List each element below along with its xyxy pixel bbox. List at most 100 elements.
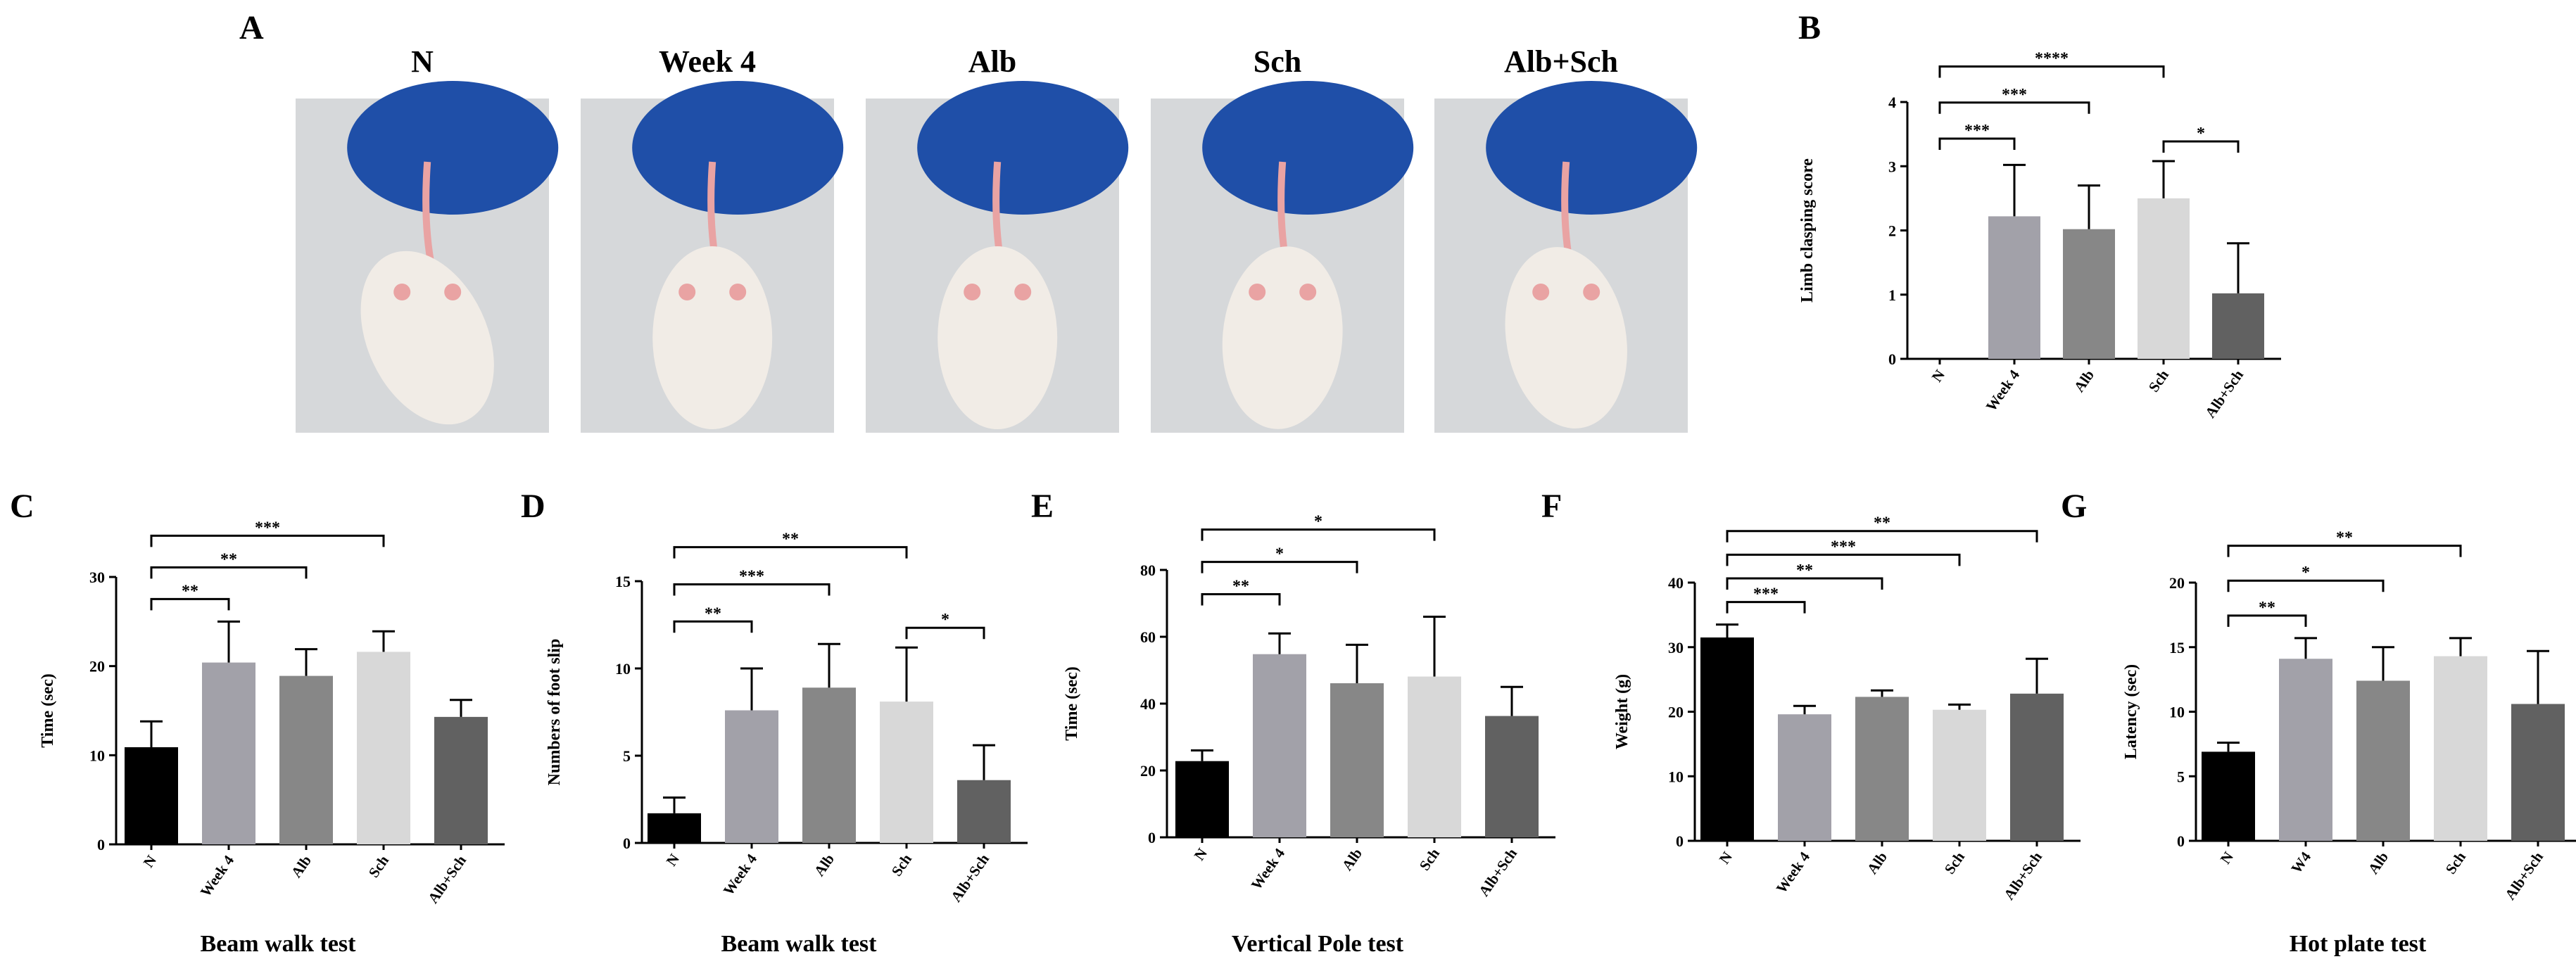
y-axis-label: Time (sec)	[39, 673, 57, 748]
panel-letter: E	[1031, 488, 1054, 525]
x-tick-label: Week 4	[1983, 367, 2023, 414]
x-tick-label: N	[1928, 367, 1948, 385]
bar	[1700, 637, 1754, 841]
x-tick-label: Sch	[2145, 367, 2173, 395]
bar	[1408, 676, 1461, 837]
paw-shape	[964, 284, 981, 300]
bar	[125, 747, 178, 844]
x-tick-label: Alb+Sch	[424, 852, 469, 906]
significance-label: *	[941, 611, 949, 629]
glove-shape	[1486, 81, 1698, 215]
chart-f: F Weight (g) 0 10 20 30 40 N Week 4 Alb Sch Alb+Sch…	[1541, 488, 2081, 903]
bar	[1855, 697, 1909, 841]
bar	[2279, 659, 2332, 841]
significance-label: *	[1314, 513, 1322, 531]
significance-bracket	[1938, 65, 2165, 78]
paw-shape	[678, 284, 696, 300]
x-tick-label: N	[1191, 845, 1211, 863]
mouse-body-shape	[652, 246, 773, 429]
glove-shape	[917, 81, 1129, 215]
photo-4: Alb+Sch	[1434, 44, 1698, 433]
x-tick-label: Sch	[2442, 849, 2470, 877]
x-tick-label: Week 4	[1248, 845, 1289, 893]
significance-bracket	[2162, 140, 2240, 153]
significance-label: **	[782, 531, 799, 549]
photo-label: Sch	[1254, 44, 1301, 79]
bar	[1933, 709, 1986, 841]
bar	[1778, 714, 1831, 841]
chart-c: C Time (sec) 0 10 20 30 N Week 4 Alb Sch Alb+Sch **…	[10, 488, 505, 957]
significance-bracket	[905, 626, 985, 640]
x-tick-label: Alb+Sch	[2000, 849, 2045, 903]
y-tick-label: 20	[89, 658, 105, 675]
significance-label: *	[1275, 545, 1284, 564]
x-tick-label: Alb	[288, 852, 315, 881]
glove-shape	[347, 81, 559, 215]
panel-letter: D	[521, 488, 545, 525]
paw-shape	[1532, 284, 1550, 300]
glove-shape	[632, 81, 844, 215]
x-tick-label: Sch	[365, 852, 393, 881]
bar	[802, 687, 856, 843]
x-tick-label: N	[2217, 849, 2237, 867]
bar	[2511, 704, 2565, 841]
significance-bracket	[1938, 101, 2090, 114]
significance-bracket	[1726, 553, 1961, 566]
significance-label: ***	[1753, 585, 1779, 604]
y-tick-label: 15	[2169, 639, 2185, 656]
chart-title: Hot plate test	[2290, 931, 2427, 957]
bar	[2063, 229, 2115, 359]
y-tick-label: 10	[2169, 704, 2185, 721]
photo-strip: N Week 4 Alb Sch Alb+Sch	[296, 44, 1698, 433]
significance-bracket	[1726, 577, 1883, 590]
bar	[2202, 751, 2255, 841]
x-tick-label: N	[1716, 849, 1736, 867]
paw-shape	[1014, 284, 1032, 300]
y-tick-label: 80	[1140, 561, 1156, 579]
y-tick-label: 15	[615, 573, 631, 590]
x-tick-label: Alb	[2365, 849, 2392, 877]
x-tick-label: Sch	[1941, 849, 1969, 877]
y-tick-label: 60	[1140, 628, 1156, 646]
panel-a: A N Week 4 Alb Sch Alb+Sch	[239, 9, 1698, 433]
significance-label: **	[220, 550, 237, 569]
paw-shape	[1583, 284, 1600, 300]
photo-0: N	[296, 44, 559, 433]
significance-bracket	[673, 620, 753, 633]
bar	[880, 702, 933, 843]
y-axis-label: Latency (sec)	[2122, 664, 2140, 759]
x-tick-label: Alb	[1864, 849, 1890, 877]
significance-bracket	[2227, 614, 2307, 627]
significance-label: ****	[2035, 50, 2069, 68]
y-tick-label: 0	[1888, 350, 1896, 368]
photo-3: Sch	[1151, 44, 1414, 433]
y-tick-label: 0	[2177, 832, 2185, 850]
panel-letter: G	[2061, 488, 2087, 525]
photo-label: N	[411, 44, 434, 79]
significance-label: ***	[1964, 122, 1990, 140]
bar	[279, 675, 333, 844]
significance-label: **	[182, 582, 198, 600]
x-tick-label: Sch	[888, 851, 916, 880]
x-tick-label: Week 4	[197, 852, 238, 900]
x-tick-label: Week 4	[720, 851, 761, 899]
significance-bracket	[2227, 579, 2385, 592]
significance-label: *	[2302, 564, 2310, 582]
bar	[1253, 654, 1306, 837]
significance-bracket	[2227, 545, 2462, 557]
y-axis-label: Time (sec)	[1063, 666, 1081, 741]
paw-shape	[729, 284, 747, 300]
bar	[1485, 716, 1539, 837]
paw-shape	[1249, 284, 1266, 300]
y-tick-label: 10	[615, 660, 631, 678]
significance-bracket	[150, 534, 385, 547]
significance-bracket	[673, 546, 908, 559]
x-tick-label: Alb+Sch	[2202, 367, 2247, 421]
glove-shape	[1202, 81, 1414, 215]
y-tick-label: 5	[623, 747, 631, 765]
significance-label: ***	[255, 519, 280, 537]
bar	[434, 716, 488, 844]
panel-letter: F	[1541, 488, 1562, 525]
